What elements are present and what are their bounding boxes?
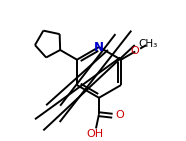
Text: O: O	[131, 47, 140, 57]
Text: CH₃: CH₃	[139, 39, 158, 49]
Text: O: O	[115, 110, 124, 120]
Text: N: N	[94, 40, 104, 53]
Text: OH: OH	[87, 129, 104, 139]
